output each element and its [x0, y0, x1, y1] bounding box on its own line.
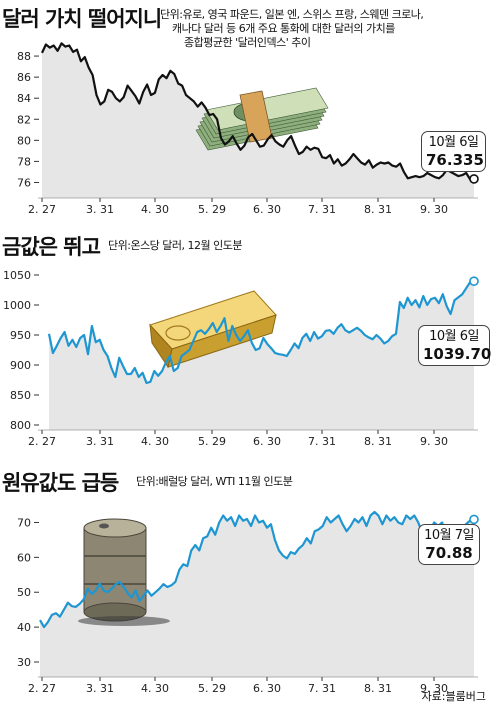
- dollar-panel: 달러 가치 떨어지니 단위:유로, 영국 파운드, 일본 엔, 스위스 프랑, …: [0, 0, 500, 215]
- gold-y-tick-label: 850: [10, 389, 31, 402]
- oil-y-tick-label: 30: [17, 656, 31, 669]
- gold-y-tick-label: 800: [10, 419, 31, 432]
- oil-callout-value: 70.88: [425, 544, 473, 562]
- gold-series-line: [47, 280, 475, 385]
- dollar-chart: 76 78 80 82 84 86 88 2. 27 3. 31 4. 30 5. 29 6. 30 7…: [17, 42, 479, 215]
- oil-x-tick-label: 3. 31: [86, 682, 114, 695]
- dollar-x-tick-label: 9. 30: [420, 203, 448, 215]
- oil-x-tick-label: 6. 30: [253, 682, 281, 695]
- dollar-x-tick-label: 3. 31: [86, 203, 114, 215]
- gold-title: 금값은 뛰고: [2, 235, 101, 259]
- dollar-callout-value: 76.335: [426, 151, 484, 169]
- oil-series-line: [39, 510, 475, 629]
- oil-x-tick-label: 7. 31: [308, 682, 336, 695]
- gold-x-tick-label: 5. 29: [198, 435, 226, 448]
- gold-callout: 10월 6일 1039.70: [418, 325, 492, 366]
- dollar-x-tick-label: 4. 30: [141, 203, 169, 215]
- oil-x-tick-label: 5. 29: [198, 682, 226, 695]
- oil-x-tick-label: 4. 30: [141, 682, 169, 695]
- gold-callout-value: 1039.70: [423, 345, 492, 363]
- oil-chart: 30 40 50 60 70 2. 27 3. 31 4. 30 5. 29 6. 30 7. 31…: [17, 510, 479, 695]
- gold-x-tick-label: 6. 30: [253, 435, 281, 448]
- gold-x-tick-label: 4. 30: [141, 435, 169, 448]
- dollar-y-tick-label: 80: [17, 134, 31, 147]
- gold-panel: 금값은 뛰고 단위:온스당 달러, 12월 인도분 800 850 900 950 10…: [0, 225, 500, 453]
- dollar-y-tick-label: 88: [17, 50, 31, 63]
- gold-area: [49, 281, 474, 430]
- dollar-callout: 10월 6일 76.335: [421, 131, 486, 172]
- dollar-callout-date: 10월 6일: [428, 135, 479, 150]
- gold-x-tick-label: 7. 31: [308, 435, 336, 448]
- oil-x-tick-label: 9. 30: [420, 682, 448, 695]
- dollar-unit-line-2: 캐나다 달러 등 6개 주요 통화에 대한 달러의 가치를: [172, 22, 395, 35]
- oil-y-tick-label: 60: [17, 551, 31, 564]
- gold-x-tick-label: 9. 30: [420, 435, 448, 448]
- dollar-y-tick-label: 86: [17, 71, 31, 84]
- barrel-illustration: [78, 518, 170, 626]
- dollar-x-tick-label: 8. 31: [364, 203, 392, 215]
- dollar-y-tick-label: 76: [17, 176, 31, 189]
- gold-chart: 800 850 900 950 1000 1050 2. 27 3. 31 4. 30 5. 29…: [3, 269, 479, 448]
- dollar-y-tick-label: 82: [17, 113, 31, 126]
- oil-end-point: [469, 514, 479, 525]
- gold-y-tick-label: 1000: [3, 299, 31, 312]
- dollar-y-tick-label: 84: [17, 92, 31, 105]
- oil-callout: 10월 7일 70.88: [418, 524, 480, 565]
- dollar-end-point: [469, 174, 479, 184]
- oil-panel: 원유값도 급등 단위:배럴당 달러, WTI 11월 인도분 30 40 50 60 7…: [0, 462, 500, 709]
- dollar-area: [42, 43, 474, 199]
- gold-x-tick-label: 2. 27: [28, 435, 56, 448]
- oil-title: 원유값도 급등: [2, 471, 119, 495]
- gold-unit: 단위:온스당 달러, 12월 인도분: [108, 239, 243, 252]
- dollar-x-tick-label: 2. 27: [28, 203, 56, 215]
- gold-x-tick-label: 8. 31: [364, 435, 392, 448]
- oil-y-tick-label: 40: [17, 621, 31, 634]
- oil-y-tick-label: 50: [17, 586, 31, 599]
- gold-illustration: [149, 290, 277, 369]
- source-note: 자료:블룸버그: [421, 690, 486, 703]
- oil-x-tick-label: 8. 31: [364, 682, 392, 695]
- oil-x-tick-label: 2. 27: [28, 682, 56, 695]
- gold-callout-date: 10월 6일: [429, 329, 479, 344]
- dollar-unit-line-1: 단위:유로, 영국 파운드, 일본 엔, 스위스 프랑, 스웨덴 크로나,: [160, 8, 424, 21]
- dollar-y-tick-label: 78: [17, 155, 31, 168]
- oil-callout-date: 10월 7일: [424, 528, 474, 543]
- dollar-unit-line-3: 종합평균한 '달러인덱스' 추이: [184, 36, 311, 49]
- gold-x-tick-label: 3. 31: [86, 435, 114, 448]
- dollar-x-tick-label: 6. 30: [253, 203, 281, 215]
- dollar-series-line: [41, 42, 475, 181]
- gold-y-tick-label: 950: [10, 329, 31, 342]
- money-illustration: [195, 87, 329, 151]
- dollar-x-tick-label: 7. 31: [308, 203, 336, 215]
- gold-end-point: [469, 276, 479, 286]
- oil-y-tick-label: 70: [17, 516, 31, 529]
- oil-area: [40, 512, 474, 677]
- dollar-x-tick-label: 5. 29: [198, 203, 226, 215]
- gold-y-tick-label: 1050: [3, 269, 31, 282]
- dollar-title: 달러 가치 떨어지니: [2, 7, 162, 31]
- gold-y-tick-label: 900: [10, 359, 31, 372]
- oil-unit: 단위:배럴당 달러, WTI 11월 인도분: [136, 475, 293, 488]
